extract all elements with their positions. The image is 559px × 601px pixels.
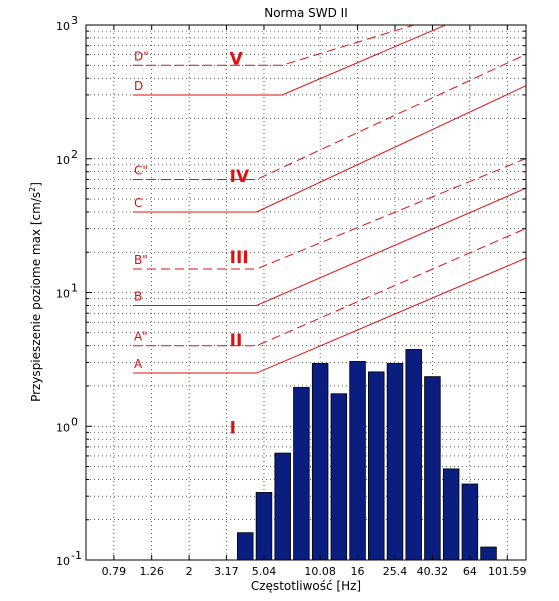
series-label: C" [134,163,148,177]
y-tick-exponent: 1 [71,282,78,295]
y-tick-label: 10 [56,20,70,33]
zone-label: V [230,50,244,70]
bars [237,349,497,560]
y-tick-label: 10 [56,154,70,167]
series-label: A [134,357,143,371]
y-tick-label: 10 [56,288,70,301]
y-tick-label: 10 [56,555,70,568]
bar [442,468,460,560]
x-tick-label: 40.32 [417,565,449,578]
bar [293,387,310,560]
x-axis-label: Częstotliwość [Hz] [251,579,361,593]
bar [349,361,366,560]
x-tick-label: 101.59 [488,565,527,578]
bar [424,376,441,560]
y-tick-exponent: 3 [71,14,78,27]
y-axis-label-close: ] [29,182,43,187]
bar [368,371,385,560]
y-axis-label-main: Przyspieszenie poziome max [cm/s [29,192,43,402]
bar [311,363,329,560]
x-tick-label: 5.04 [252,565,277,578]
bar [237,532,254,560]
tick-marks [86,25,526,561]
chart-title: Norma SWD II [264,6,348,20]
bar [274,452,291,560]
bar [480,546,497,560]
y-tick-label: 10 [56,421,70,434]
series-label: B" [134,253,148,267]
y-tick-exponent: -1 [71,549,82,562]
series-label: A" [134,330,148,344]
series-label: C [134,196,142,210]
x-tick-label: 10.08 [304,565,336,578]
x-tick-label: 2 [186,565,193,578]
y-tick-exponent: 0 [71,415,78,428]
zone-label: III [230,248,249,268]
series-label: D" [134,49,149,63]
series-line [132,257,526,374]
series-label: B [134,289,142,303]
y-axis-label: Przyspieszenie poziome max [cm/s2] [28,182,43,402]
bar [461,483,479,560]
series-line [132,25,447,96]
series-line [132,187,526,306]
series-label: D [134,79,143,93]
limit-lines [132,25,526,374]
bar [255,492,273,560]
y-tick-exponent: 2 [71,148,78,161]
bar [405,349,422,560]
zone-label: I [230,418,236,438]
x-tick-label: 25.4 [383,565,408,578]
x-tick-label: 64 [463,565,477,578]
bar [330,393,348,560]
x-tick-label: 3.17 [214,565,239,578]
zone-label: IV [230,167,250,187]
series-line [132,25,416,66]
series-line [132,85,526,213]
y-axis-label-superscript: 2 [28,187,37,192]
x-tick-label: 16 [351,565,365,578]
bar [386,363,404,560]
zone-label: II [230,331,243,351]
x-tick-label: 1.26 [139,565,164,578]
x-tick-label: 0.79 [102,565,127,578]
